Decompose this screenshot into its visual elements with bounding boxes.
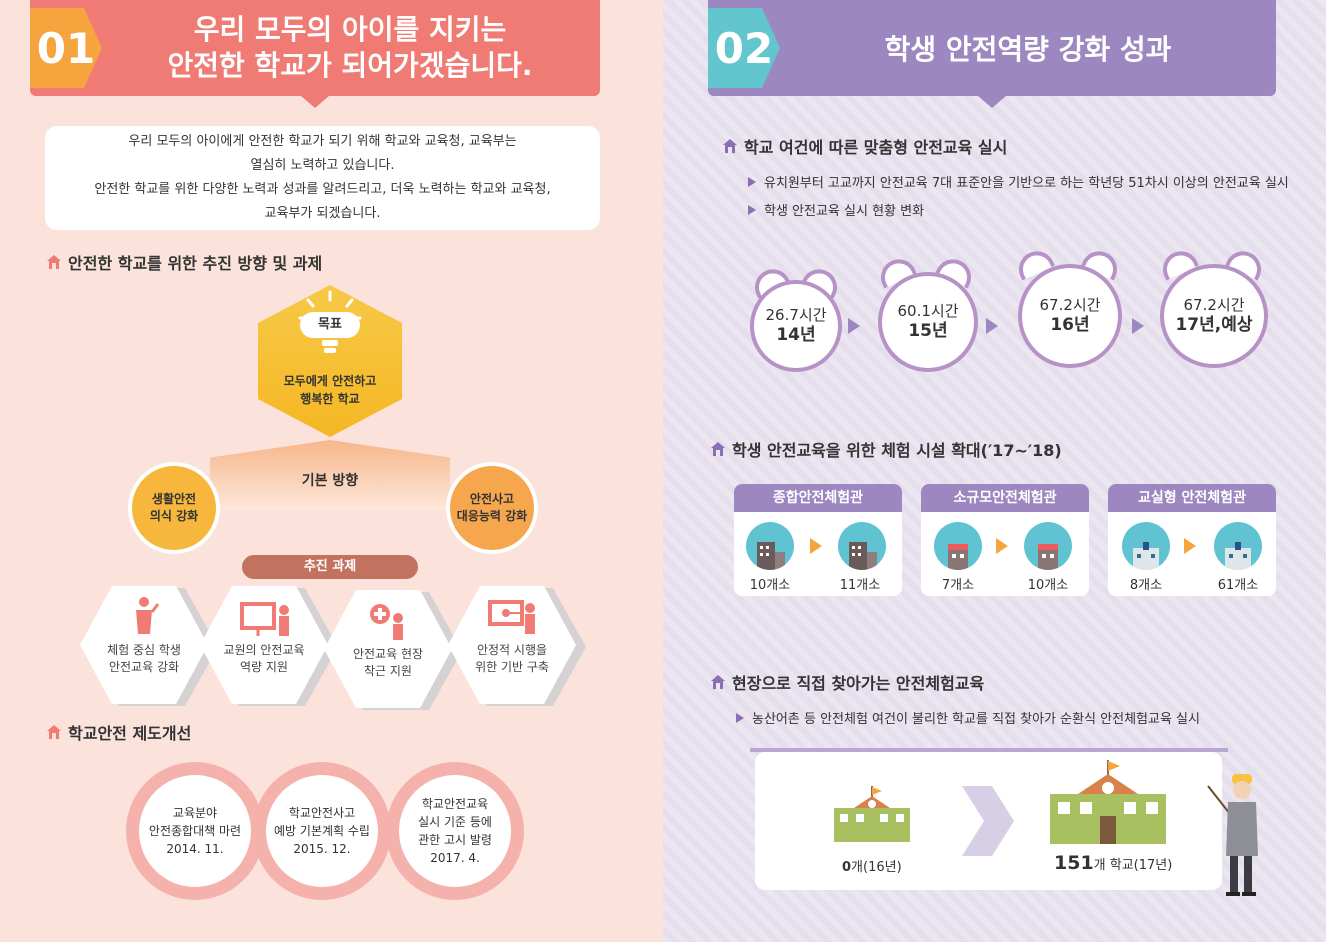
tasks-label: 추진 과제 [242,555,418,579]
direction-left-circle: 생활안전 의식 강화 [128,462,220,554]
section-heading: 안전한 학교를 위한 추진 방향 및 과제 [46,250,322,274]
right-header-title: 학생 안전역량 강화 성과 [884,33,1172,66]
left-header-number: 01 [30,8,102,88]
first-aid-icon [370,604,403,640]
visit-before: 0개(16년) [842,860,902,875]
arrow-right-icon [986,318,998,334]
bullet-triangle-icon [748,176,756,187]
bullet-triangle-icon [736,712,744,723]
task-text: 안전교육 현장 착근 지원 [352,647,424,678]
bullet-item: 농산어촌 등 안전체험 여건이 불리한 학교를 직접 찾아가 순환식 안전체험교… [736,708,1200,727]
facility-count-after: 61개소 [1217,578,1259,593]
milestone-content: 학교안전사고 예방 기본계획 수립 2015. 12. [266,775,378,887]
presentation-icon [488,600,535,634]
house-icon [47,255,61,269]
house-icon [711,675,725,689]
house-icon [711,442,725,456]
progress-arrow [962,786,1014,856]
clock: 67.2시간 16년 [1018,264,1122,368]
direction-right-circle: 안전사고 대응능력 강화 [446,462,538,554]
field-top-line [750,748,1228,752]
bullet-item: 학생 안전교육 실시 현황 변화 [748,200,924,219]
task-text: 교원의 안전교육 역량 지원 [223,643,305,674]
task-text: 안정적 시행을 위한 기반 구축 [475,643,549,674]
facility-count-before: 8개소 [1129,578,1163,593]
arrow-right-icon [996,538,1008,554]
task-text: 체험 중심 학생 안전교육 강화 [107,643,181,674]
milestone-ring: 학교안전사고 예방 기본계획 수립 2015. 12. [253,762,391,900]
clock: 67.2시간 17년,예상 [1160,264,1268,368]
bullet-triangle-icon [748,204,756,215]
left-header-title: 우리 모두의 아이를 지키는 안전한 학교가 되어가겠습니다. [167,13,533,82]
building-icon [1024,522,1072,570]
building-icon [1214,522,1262,570]
intro-line: 안전한 학교를 위한 다양한 노력과 성과를 알려드리고, 더욱 노력하는 학교… [94,182,551,197]
building-icon [934,522,982,570]
instructor-illustration [1207,774,1258,896]
milestone-content: 학교안전교육 실시 기준 등에 관한 고시 발령 2017. 4. [399,775,511,887]
goal-label: 목표 [300,312,360,338]
building-icon [746,522,794,570]
whiteboard-icon [240,602,289,636]
goal-hexagon [258,285,402,437]
arrow-right-icon [1132,318,1144,334]
facility-count-after: 11개소 [839,578,881,593]
left-header-notch [301,96,329,108]
section-heading: 현장으로 직접 찾아가는 안전체험교육 [710,670,984,694]
intro-line: 열심히 노력하고 있습니다. [250,158,395,173]
facility-count-after: 10개소 [1027,578,1069,593]
section-heading: 학생 안전교육을 위한 체험 시설 확대(′17~′18) [710,437,1062,461]
facility-count-before: 7개소 [941,578,975,593]
intro-box: 우리 모두의 아이에게 안전한 학교가 되기 위해 학교와 교육청, 교육부는 … [45,126,600,230]
arrow-right-icon [848,318,860,334]
milestone-content: 교육분야 안전종합대책 마련 2014. 11. [139,775,251,887]
left-header: 01 우리 모두의 아이를 지키는 안전한 학교가 되어가겠습니다. [30,0,600,96]
milestone-ring: 학교안전교육 실시 기준 등에 관한 고시 발령 2017. 4. [386,762,524,900]
building-icon [1122,522,1170,570]
visit-after: 151개 학교(17년) [1054,852,1173,874]
house-icon [47,725,61,739]
arrow-right-icon [1184,538,1196,554]
bullet-item: 유치원부터 고교까지 안전교육 7대 표준안을 기반으로 하는 학년당 51차시… [748,172,1289,191]
right-header-number: 02 [708,8,780,88]
clock: 60.1시간 15년 [878,272,978,372]
school-large-icon [1050,760,1166,844]
school-small-icon [834,786,910,842]
right-header: 02 학생 안전역량 강화 성과 [708,0,1276,96]
section-heading: 학교안전 제도개선 [46,720,191,744]
building-icon [838,522,886,570]
intro-line: 우리 모두의 아이에게 안전한 학교가 되기 위해 학교와 교육청, 교육부는 [128,134,517,149]
milestone-ring: 교육분야 안전종합대책 마련 2014. 11. [126,762,264,900]
house-icon [723,139,737,153]
goal-text: 모두에게 안전하고 행복한 학교 [283,374,377,406]
clock: 26.7시간 14년 [750,280,842,372]
basic-direction-label: 기본 방향 [301,473,359,489]
section-heading: 학교 여건에 따른 맞춤형 안전교육 실시 [722,134,1007,158]
right-header-notch [978,96,1006,108]
teacher-student-icon [136,597,160,634]
intro-line: 교육부가 되겠습니다. [264,206,381,221]
facility-count-before: 10개소 [749,578,791,593]
arrow-right-icon [810,538,822,554]
